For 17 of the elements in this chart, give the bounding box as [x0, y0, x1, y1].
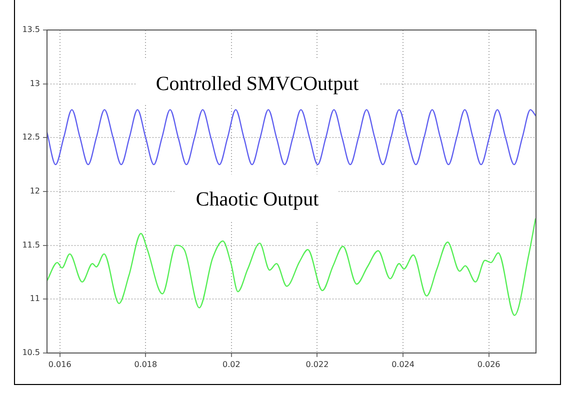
x-tick-label: 0.018 [134, 360, 158, 369]
x-tick-label: 0.02 [222, 360, 240, 369]
y-tick-label: 13.5 [22, 25, 40, 34]
y-tick-label: 10.5 [22, 348, 40, 358]
y-tick-label: 12.5 [22, 132, 40, 142]
y-tick-label: 13 [30, 78, 40, 88]
y-tick-label: 11.5 [22, 240, 40, 250]
x-tick-label: 0.016 [48, 360, 72, 369]
line-series [47, 109, 536, 166]
y-tick-label: 12 [30, 186, 40, 196]
y-tick-label: 11 [30, 294, 40, 304]
line-series [47, 218, 536, 316]
x-tick-label: 0.024 [392, 360, 414, 369]
x-tick-label: 0.022 [306, 360, 329, 369]
x-tick-label: 0.026 [477, 360, 500, 369]
annotation: Controlled SMVCOutput [156, 72, 360, 95]
annotation: Chaotic Output [196, 188, 320, 211]
